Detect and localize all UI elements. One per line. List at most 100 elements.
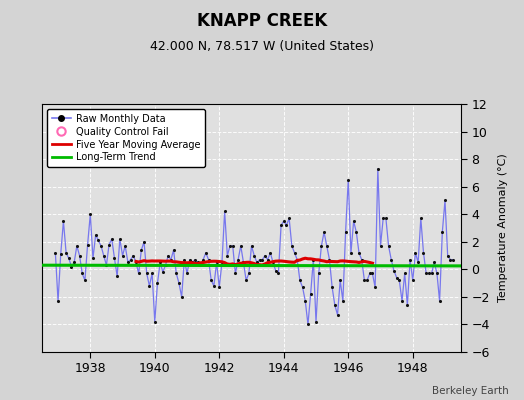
Point — [188, 259, 196, 266]
Point — [409, 277, 417, 284]
Point — [161, 262, 170, 268]
Point — [376, 243, 385, 249]
Point — [385, 243, 393, 249]
Point — [215, 284, 223, 290]
Point — [100, 252, 108, 259]
Point — [342, 229, 350, 235]
Point — [280, 218, 288, 224]
Point — [228, 243, 237, 249]
Point — [403, 302, 411, 308]
Point — [277, 222, 285, 228]
Point — [110, 255, 118, 262]
Point — [290, 250, 299, 256]
Point — [242, 277, 250, 284]
Point — [70, 259, 79, 266]
Point — [113, 273, 122, 280]
Point — [164, 252, 172, 259]
Point — [199, 256, 208, 263]
Point — [196, 262, 205, 268]
Point — [245, 270, 253, 277]
Point — [247, 243, 256, 249]
Point — [379, 215, 387, 222]
Point — [204, 256, 213, 263]
Point — [360, 277, 368, 284]
Point — [191, 256, 199, 263]
Point — [226, 243, 234, 249]
Point — [207, 277, 215, 284]
Point — [381, 215, 390, 222]
Point — [132, 259, 140, 266]
Point — [64, 255, 73, 262]
Point — [336, 277, 344, 284]
Point — [178, 294, 186, 300]
Point — [435, 298, 444, 304]
Point — [140, 238, 148, 245]
Point — [355, 250, 363, 256]
Point — [274, 270, 282, 277]
Point — [350, 218, 358, 224]
Point — [212, 259, 221, 266]
Point — [325, 256, 334, 263]
Point — [271, 268, 280, 274]
Point — [107, 236, 116, 242]
Point — [169, 247, 178, 253]
Point — [441, 197, 449, 204]
Point — [328, 284, 336, 290]
Point — [417, 215, 425, 222]
Point — [210, 283, 218, 289]
Point — [449, 256, 457, 263]
Point — [266, 250, 275, 256]
Point — [298, 284, 307, 290]
Point — [250, 252, 258, 259]
Point — [323, 243, 331, 249]
Point — [92, 232, 100, 238]
Point — [159, 269, 167, 275]
Point — [406, 256, 414, 263]
Point — [86, 211, 94, 218]
Point — [293, 256, 301, 263]
Point — [83, 241, 92, 248]
Point — [67, 263, 75, 270]
Text: 42.000 N, 78.517 W (United States): 42.000 N, 78.517 W (United States) — [150, 40, 374, 53]
Point — [73, 243, 81, 249]
Point — [296, 277, 304, 284]
Point — [374, 166, 382, 172]
Point — [145, 283, 154, 289]
Text: KNAPP CREEK: KNAPP CREEK — [197, 12, 327, 30]
Point — [126, 256, 135, 263]
Point — [180, 256, 189, 263]
Point — [94, 237, 103, 244]
Point — [438, 229, 446, 235]
Point — [234, 256, 242, 263]
Point — [371, 284, 379, 290]
Point — [167, 256, 175, 263]
Point — [424, 270, 433, 277]
Point — [411, 250, 420, 256]
Point — [422, 270, 430, 277]
Point — [314, 270, 323, 277]
Point — [387, 256, 396, 263]
Point — [363, 277, 371, 284]
Point — [255, 256, 264, 263]
Point — [443, 252, 452, 259]
Point — [433, 270, 441, 277]
Point — [105, 241, 113, 248]
Point — [347, 250, 355, 256]
Point — [400, 270, 409, 277]
Point — [218, 259, 226, 266]
Point — [116, 236, 124, 242]
Point — [129, 252, 137, 259]
Point — [137, 247, 146, 253]
Point — [221, 208, 229, 215]
Point — [59, 218, 68, 224]
Point — [223, 252, 232, 259]
Point — [320, 229, 328, 235]
Point — [135, 270, 143, 277]
Point — [202, 250, 210, 256]
Point — [414, 259, 422, 266]
Point — [156, 259, 165, 266]
Point — [282, 222, 291, 228]
Point — [392, 274, 401, 281]
Point — [81, 277, 89, 284]
Point — [89, 255, 97, 262]
